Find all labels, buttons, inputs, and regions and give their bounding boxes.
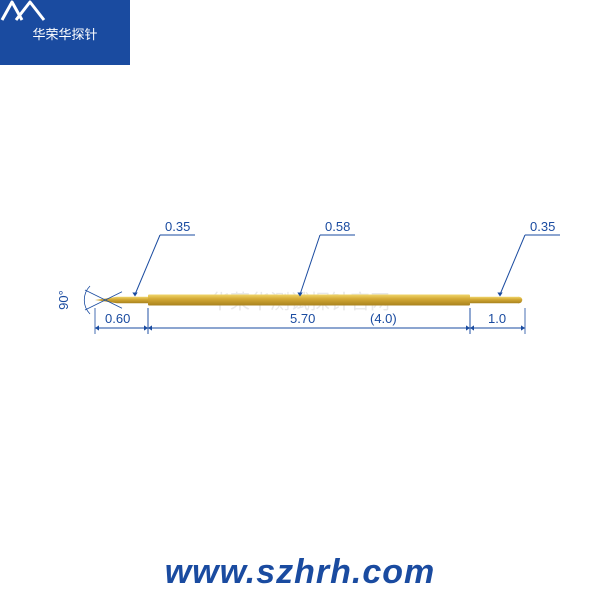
svg-text:90°: 90° <box>56 290 71 310</box>
svg-text:(4.0): (4.0) <box>370 311 397 326</box>
svg-text:0.60: 0.60 <box>105 311 130 326</box>
svg-text:5.70: 5.70 <box>290 311 315 326</box>
website-url: www.szhrh.com <box>0 553 600 592</box>
technical-drawing: 0.35 0.58 0.35 0.60 5.70 1.0 (4.0) 90° <box>0 0 600 600</box>
svg-text:1.0: 1.0 <box>488 311 506 326</box>
svg-text:0.35: 0.35 <box>165 219 190 234</box>
svg-text:0.35: 0.35 <box>530 219 555 234</box>
svg-text:0.58: 0.58 <box>325 219 350 234</box>
